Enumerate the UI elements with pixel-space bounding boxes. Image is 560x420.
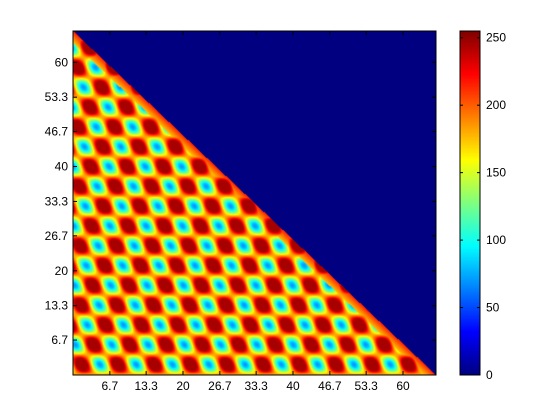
colorbar-gradient [460,31,480,375]
y-axis: 6.7 13.3 20 26.7 33.3 40 46.7 53.3 60 [45,55,436,347]
colorbar-tick-label: 150 [486,166,506,180]
x-tick-label: 20 [176,379,190,393]
colorbar-tick-label: 0 [486,368,493,382]
y-tick-label: 33.3 [45,194,69,208]
plot-frame [72,30,437,376]
y-tick-label: 40 [55,160,69,174]
x-tick-label: 53.3 [354,379,378,393]
x-tick-label: 60 [396,379,410,393]
y-tick-label: 20 [55,264,69,278]
x-axis: 6.7 13.3 20 26.7 33.3 40 46.7 53.3 60 [102,31,410,393]
heatmap-plot [73,31,436,375]
x-tick-label: 40 [286,379,300,393]
y-tick-label: 13.3 [45,299,69,313]
x-tick-label: 33.3 [244,379,268,393]
colorbar-tick-label: 250 [486,31,506,45]
heatmap-image [73,31,436,375]
y-tick-label: 26.7 [45,229,69,243]
colorbar-tick-label: 100 [486,233,506,247]
y-tick-label: 46.7 [45,125,69,139]
x-tick-label: 13.3 [134,379,158,393]
y-tick-label: 6.7 [51,333,68,347]
colorbar-frame [459,30,481,376]
y-tick-label: 53.3 [45,90,69,104]
colorbar-axis: 0 50 100 150 200 250 [460,31,506,382]
x-tick-label: 46.7 [318,379,342,393]
colorbar-tick-label: 50 [486,301,500,315]
y-tick-label: 60 [55,55,69,69]
x-tick-label: 26.7 [208,379,232,393]
colorbar-tick-label: 200 [486,98,506,112]
x-tick-label: 6.7 [102,379,119,393]
